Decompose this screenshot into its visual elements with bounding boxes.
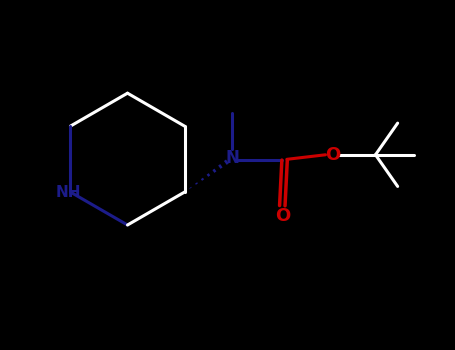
Text: O: O — [275, 207, 290, 225]
Text: NH: NH — [56, 184, 81, 200]
Text: O: O — [325, 146, 340, 164]
Text: N: N — [225, 149, 239, 167]
